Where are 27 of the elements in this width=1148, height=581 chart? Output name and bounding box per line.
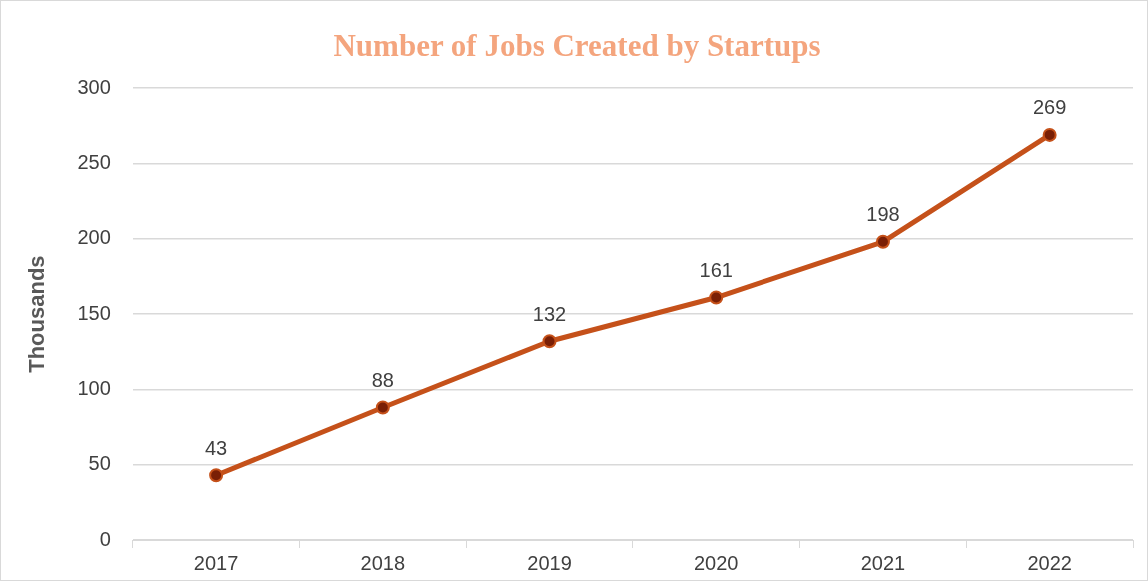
x-tick-label: 2021	[860, 551, 906, 574]
y-axis-title: Thousands	[24, 255, 50, 373]
y-tick-label: 50	[88, 452, 111, 475]
data-label: 198	[866, 203, 900, 226]
point	[375, 400, 390, 415]
point	[542, 334, 557, 349]
point	[209, 468, 224, 483]
x-tick-label: 2020	[693, 551, 739, 574]
y-tick-label: 150	[77, 301, 111, 324]
point	[875, 234, 890, 249]
y-tick-label: 250	[77, 151, 111, 174]
data-label: 132	[532, 302, 567, 325]
point	[1042, 127, 1057, 142]
y-tick-label: 100	[77, 376, 111, 399]
x-tick-label: 2019	[527, 551, 572, 574]
data-label: 269	[1032, 96, 1067, 119]
y-tick-label: 300	[77, 75, 111, 98]
data-label: 88	[371, 368, 394, 391]
y-tick-label: 200	[77, 226, 111, 249]
y-tick-label: 0	[99, 527, 111, 550]
data-label: 161	[699, 259, 733, 282]
point	[709, 290, 724, 305]
x-tick-label: 2017	[193, 551, 239, 574]
x-tick-label: 2018	[360, 551, 406, 574]
chart-title: Number of Jobs Created by Startups	[333, 27, 821, 63]
data-label: 43	[205, 436, 228, 459]
x-tick-label: 2022	[1027, 551, 1072, 574]
